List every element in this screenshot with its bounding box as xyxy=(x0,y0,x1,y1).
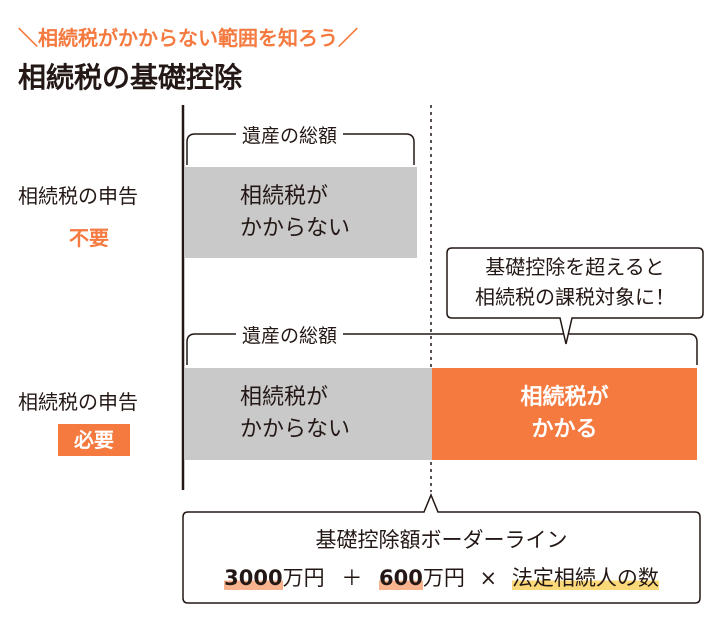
status-required: 必要 xyxy=(58,424,130,456)
row1-label: 相続税の申告 xyxy=(18,184,138,208)
unit: 万円 xyxy=(282,566,325,590)
formula-expression: 3000万円 ＋ 600万円 × 法定相続人の数 xyxy=(183,562,700,592)
box-text: 相続税が かからない xyxy=(240,385,351,442)
unit: 万円 xyxy=(422,566,465,590)
page-title: 相続税の基礎控除 xyxy=(18,61,243,94)
brace-label-1: 遺産の総額 xyxy=(236,121,344,148)
brace-label-2: 遺産の総額 xyxy=(236,321,344,348)
subtitle: ＼相続税がかからない範囲を知ろう／ xyxy=(18,26,358,50)
base-amount: 3000 xyxy=(224,566,283,590)
formula-title: 基礎控除額ボーダーライン xyxy=(315,528,568,552)
non-taxed-box-1: 相続税が かからない xyxy=(185,167,417,258)
times-sign: × xyxy=(479,566,498,590)
per-heir-amount: 600 xyxy=(379,566,423,590)
callout-text: 基礎控除を超えると 相続税の課税対象に！ xyxy=(475,255,675,309)
heirs-count: 法定相続人の数 xyxy=(511,566,659,590)
non-taxed-box-2: 相続税が かからない xyxy=(185,368,432,460)
box-text: 相続税が かからない xyxy=(240,184,351,241)
callout-bubble xyxy=(446,247,704,345)
brace-2 xyxy=(186,333,698,365)
status-not-required: 不要 xyxy=(69,226,109,250)
row2-label: 相続税の申告 xyxy=(18,390,138,414)
taxed-box: 相続税が かかる xyxy=(432,368,697,460)
plus-sign: ＋ xyxy=(341,566,363,590)
